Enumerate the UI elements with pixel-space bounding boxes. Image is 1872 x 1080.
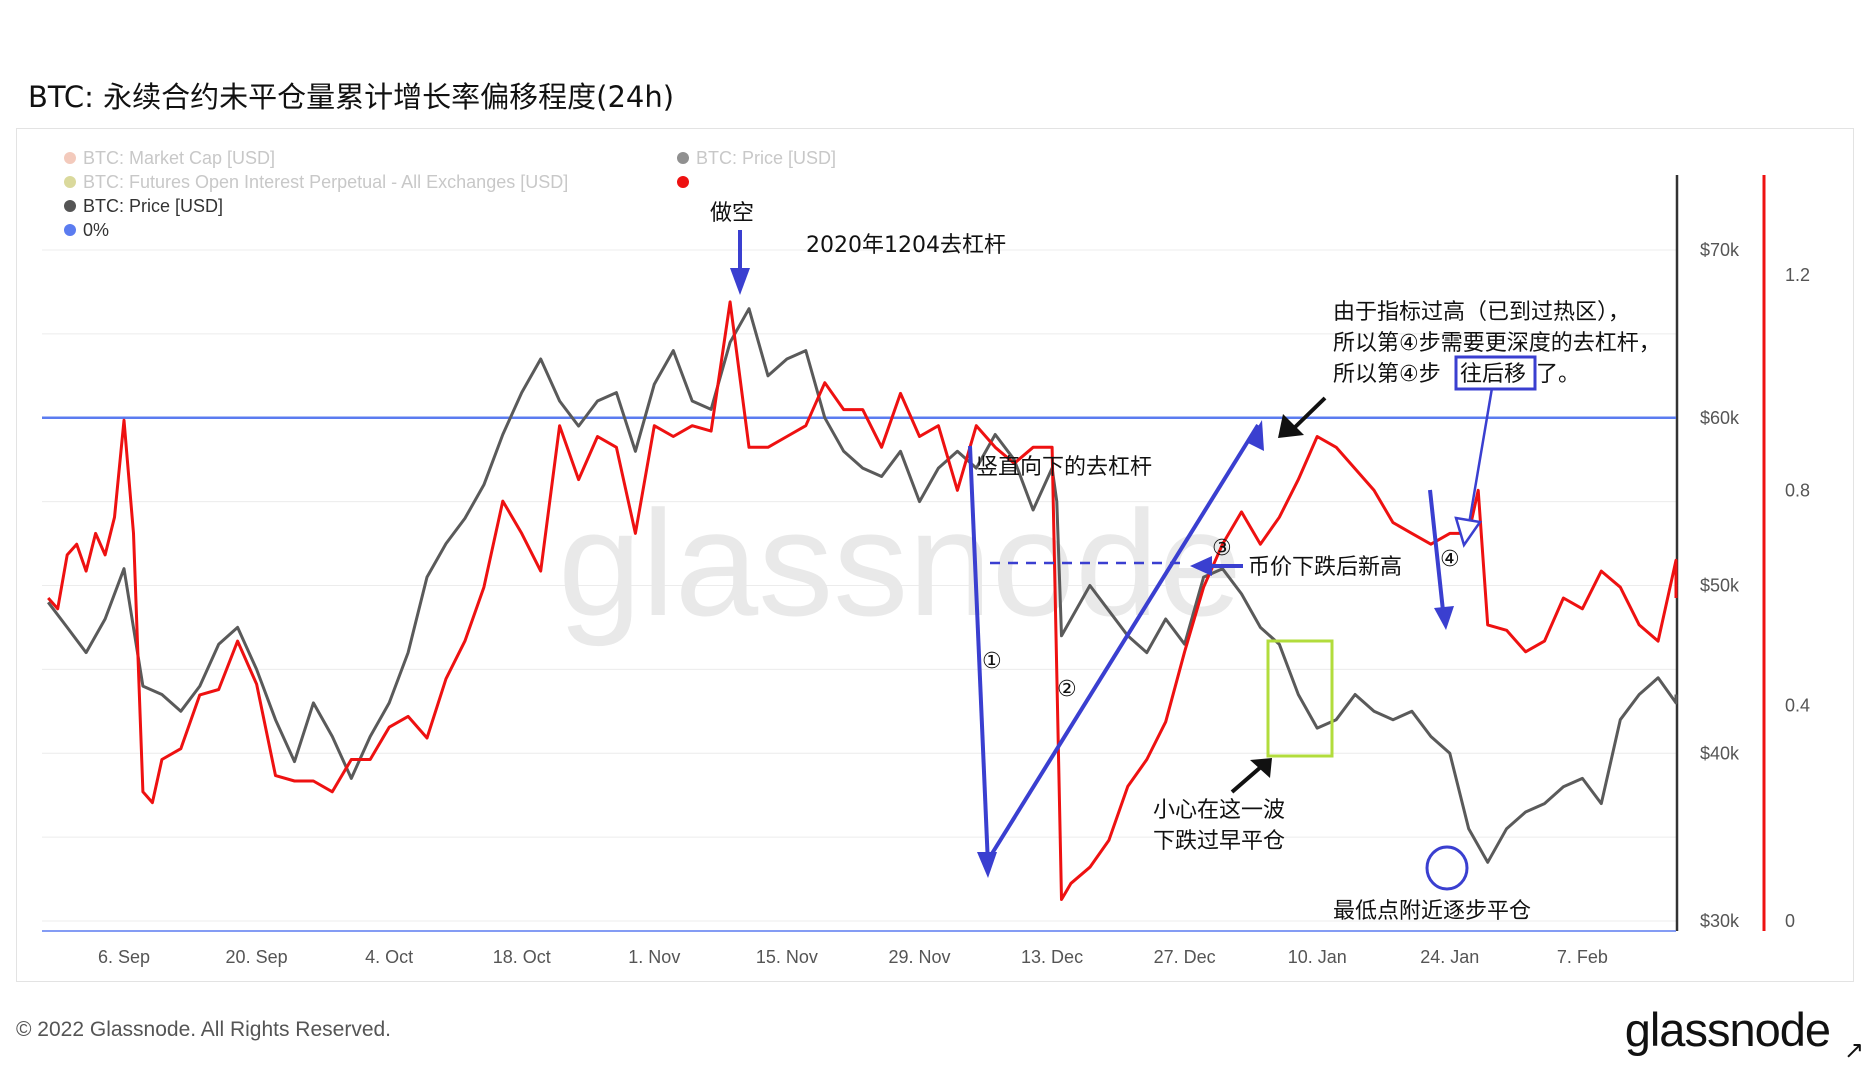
annotation-note-line3-end: 了。 bbox=[1536, 362, 1580, 387]
annotation-new-high: 币价下跌后新高 bbox=[1248, 555, 1402, 580]
x-tick-2: 4. Oct bbox=[365, 947, 413, 967]
legend-label-0: BTC: Market Cap [USD] bbox=[83, 148, 275, 168]
legend-dot-4 bbox=[677, 152, 689, 164]
indicator-series-line bbox=[47, 300, 1678, 901]
y-left-tick-2: $50k bbox=[1700, 576, 1740, 596]
careful-black-arrow-head bbox=[1250, 758, 1272, 778]
step4-arrow-head bbox=[1434, 606, 1454, 630]
short-arrow-head bbox=[730, 268, 750, 295]
new-high-arrow-head bbox=[1190, 556, 1212, 576]
x-tick-4: 1. Nov bbox=[628, 947, 680, 967]
brand-logo: glassnode bbox=[1624, 1003, 1831, 1056]
x-tick-6: 29. Nov bbox=[888, 947, 950, 967]
annotation-careful-line2: 下跌过早平仓 bbox=[1153, 829, 1285, 854]
y-left-tick-4: $30k bbox=[1700, 911, 1740, 931]
annotation-step3: ③ bbox=[1212, 536, 1232, 561]
y-left-tick-3: $40k bbox=[1700, 743, 1740, 763]
annotation-short: 做空 bbox=[710, 201, 754, 226]
price-series-line bbox=[47, 307, 1678, 864]
annotation-note-line2: 所以第④步需要更深度的去杠杆， bbox=[1333, 331, 1661, 356]
rise-line bbox=[986, 423, 1260, 862]
note-highlight-box bbox=[1454, 355, 1537, 391]
watermark: glassnode bbox=[558, 479, 1242, 647]
footer-copyright: © 2022 Glassnode. All Rights Reserved. bbox=[16, 1018, 392, 1041]
x-tick-8: 27. Dec bbox=[1154, 947, 1216, 967]
legend-label-3: 0% bbox=[83, 220, 109, 240]
rise-line-head bbox=[1248, 420, 1264, 451]
annotation-note-line1: 由于指标过高（已到过热区）， bbox=[1333, 300, 1630, 325]
annotation-step2: ② bbox=[1057, 677, 1077, 702]
highlight-pointer bbox=[1466, 387, 1494, 531]
careful-highlight-box bbox=[1266, 639, 1334, 758]
x-tick-7: 13. Dec bbox=[1021, 947, 1083, 967]
y-left-tick-0: $70k bbox=[1700, 240, 1740, 260]
x-tick-5: 15. Nov bbox=[756, 947, 818, 967]
annotation-layer: 2020年1204去杠杆 做空 竖直向下的去杠杆 币价下跌后新高 由于指标过高（… bbox=[710, 201, 1661, 924]
note-black-arrow-head bbox=[1278, 414, 1304, 438]
x-tick-1: 20. Sep bbox=[226, 947, 288, 967]
annotation-step4: ④ bbox=[1440, 547, 1460, 572]
legend-dot-2 bbox=[64, 200, 76, 212]
lowest-circle bbox=[1425, 845, 1469, 891]
chart-frame bbox=[16, 128, 1854, 982]
chart-title: BTC: 永续合约未平仓量累计增长率偏移程度(24h) bbox=[28, 80, 675, 114]
legend-dot-5 bbox=[677, 176, 689, 188]
y-right-tick-3: 0 bbox=[1785, 911, 1795, 931]
vertical-delever-arrow-head bbox=[977, 852, 997, 878]
legend-dot-0 bbox=[64, 152, 76, 164]
step4-arrow bbox=[1428, 489, 1446, 621]
y-right-tick-0: 1.2 bbox=[1785, 265, 1810, 285]
x-tick-0: 6. Sep bbox=[98, 947, 150, 967]
x-tick-9: 10. Jan bbox=[1288, 947, 1347, 967]
y-right-tick-1: 0.8 bbox=[1785, 480, 1810, 500]
axes: $70k $60k $50k $40k $30k 1.2 0.8 0.4 0 6. Sep 20. … bbox=[42, 175, 1810, 967]
annotation-careful-line1: 小心在这一波 bbox=[1153, 798, 1285, 823]
y-right-tick-2: 0.4 bbox=[1785, 696, 1810, 716]
annotation-main-title: 2020年1204去杠杆 bbox=[806, 233, 1006, 258]
x-tick-11: 7. Feb bbox=[1557, 947, 1608, 967]
vertical-delever-arrow bbox=[968, 445, 990, 866]
annotation-note-highlight: 往后移 bbox=[1460, 362, 1526, 387]
annotation-lowest: 最低点附近逐步平仓 bbox=[1333, 899, 1531, 924]
legend-dot-1 bbox=[64, 176, 76, 188]
annotation-vertical: 竖直向下的去杠杆 bbox=[976, 455, 1152, 480]
series-layer bbox=[42, 300, 1678, 901]
legend-dot-3 bbox=[64, 224, 76, 236]
x-tick-10: 24. Jan bbox=[1420, 947, 1479, 967]
highlight-pointer-head bbox=[1454, 516, 1483, 548]
brand-arrow-icon: ↗ bbox=[1843, 1036, 1864, 1064]
note-black-arrow bbox=[1288, 396, 1327, 434]
y-left-tick-1: $60k bbox=[1700, 408, 1740, 428]
annotation-note-line3: 所以第④步 bbox=[1333, 362, 1441, 387]
annotation-step1: ① bbox=[982, 649, 1002, 674]
legend-label-4: BTC: Price [USD] bbox=[696, 148, 836, 168]
careful-black-arrow bbox=[1230, 764, 1264, 794]
legend-label-1: BTC: Futures Open Interest Perpetual - A… bbox=[83, 172, 568, 192]
legend: BTC: Market Cap [USD] BTC: Futures Open I… bbox=[64, 148, 836, 240]
x-tick-3: 18. Oct bbox=[493, 947, 551, 967]
legend-label-2: BTC: Price [USD] bbox=[83, 196, 223, 216]
